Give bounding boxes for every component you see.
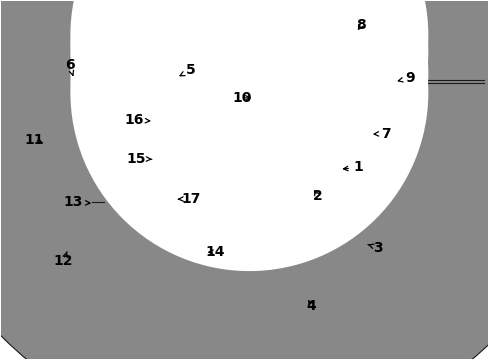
Text: 7: 7 (373, 127, 389, 140)
Circle shape (273, 146, 276, 149)
Text: 16: 16 (123, 113, 149, 127)
Ellipse shape (155, 157, 161, 161)
Circle shape (306, 291, 308, 293)
Ellipse shape (151, 119, 157, 123)
Text: 6: 6 (64, 58, 74, 75)
Circle shape (203, 219, 205, 221)
Circle shape (389, 176, 391, 178)
Text: 8: 8 (356, 18, 366, 32)
Circle shape (204, 105, 206, 108)
Text: 13: 13 (63, 195, 90, 209)
Text: 9: 9 (398, 71, 414, 85)
Bar (91, 196, 103, 208)
Text: 11: 11 (25, 133, 44, 147)
Circle shape (70, 0, 427, 230)
Text: 12: 12 (54, 252, 73, 269)
Ellipse shape (167, 195, 180, 203)
Bar (240, 17, 319, 156)
Text: 1: 1 (343, 161, 363, 175)
Ellipse shape (148, 117, 160, 125)
Circle shape (92, 83, 94, 85)
Circle shape (378, 163, 380, 165)
Circle shape (325, 189, 326, 191)
Ellipse shape (152, 156, 163, 163)
Bar (384, 76, 395, 87)
Text: 2: 2 (312, 189, 322, 203)
Text: 5: 5 (180, 63, 196, 77)
Ellipse shape (171, 198, 177, 201)
Text: 4: 4 (306, 299, 316, 313)
Text: 17: 17 (178, 192, 200, 206)
Circle shape (70, 0, 427, 251)
Circle shape (273, 33, 276, 36)
Circle shape (70, 0, 427, 271)
Circle shape (117, 90, 119, 93)
Circle shape (70, 0, 427, 214)
Text: 3: 3 (367, 241, 382, 255)
Text: 14: 14 (205, 245, 224, 259)
Circle shape (365, 239, 367, 242)
Circle shape (289, 243, 291, 246)
Circle shape (337, 162, 340, 164)
Circle shape (203, 262, 205, 264)
Circle shape (284, 181, 286, 183)
Circle shape (280, 165, 282, 168)
Polygon shape (345, 57, 369, 71)
Text: 10: 10 (232, 91, 252, 105)
Text: 15: 15 (126, 152, 152, 166)
Circle shape (381, 193, 382, 194)
